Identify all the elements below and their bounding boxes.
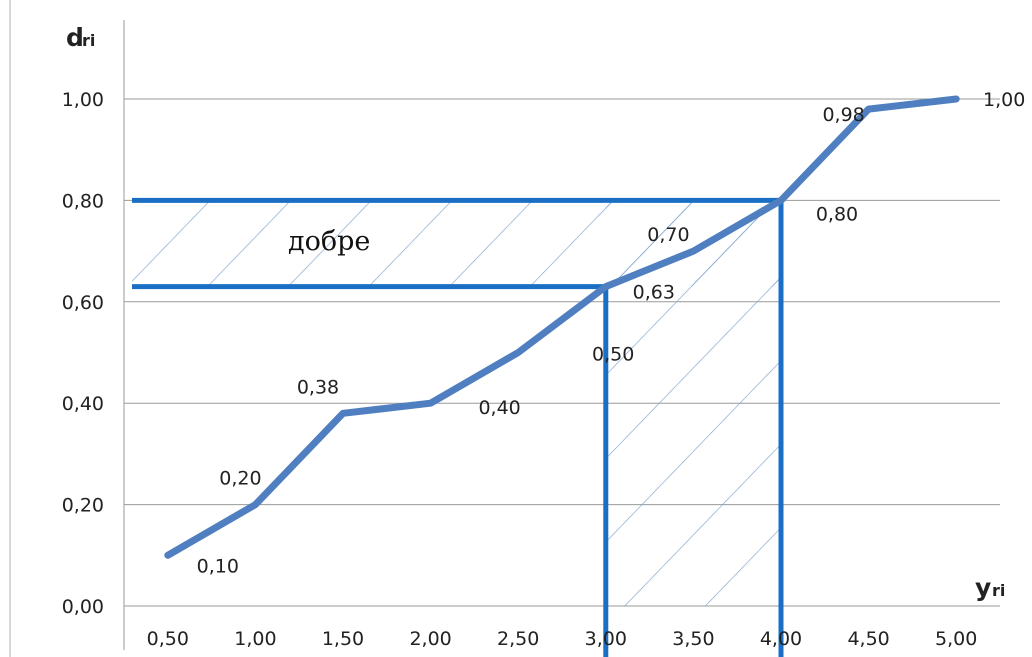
data-point-6 (690, 248, 697, 255)
series-line (164, 95, 960, 559)
y-axis-title: d (66, 23, 84, 52)
x-tick-label-7: 4,00 (760, 628, 802, 650)
data-label-5: 0,63 (633, 282, 675, 304)
x-tick-label-1: 1,00 (234, 628, 276, 650)
x-tick-label-8: 4,50 (847, 628, 889, 650)
x-axis-subscript: ri (992, 581, 1005, 600)
data-point-0 (164, 552, 171, 559)
x-tick-label-9: 5,00 (935, 628, 977, 650)
data-label-2: 0,38 (297, 376, 339, 398)
data-label-4: 0,50 (592, 344, 634, 366)
x-tick-label-6: 3,50 (672, 628, 714, 650)
tick-labels: 0,00 0,20 0,40 0,60 0,80 1,00 0,50 1,00 1,50 2,00… (62, 89, 978, 650)
data-label-3: 0,40 (478, 397, 520, 419)
data-label-9: 1,00 (983, 89, 1025, 111)
x-tick-label-5: 3,00 (585, 628, 627, 650)
data-point-2 (340, 410, 346, 417)
x-tick-label-4: 2,50 (497, 628, 539, 650)
data-labels: 0,10 0,20 0,38 0,40 0,50 0,63 0,70 0,80 0,98 1,00 (197, 89, 1026, 577)
data-point-9 (953, 96, 960, 102)
data-label-8: 0,98 (822, 104, 864, 126)
data-point-5 (602, 283, 609, 290)
y-tick-label-5: 1,00 (62, 89, 104, 111)
data-point-8 (865, 106, 872, 113)
data-point-1 (252, 501, 259, 508)
zone-boundary-lines: добре (132, 197, 784, 657)
data-point-3 (427, 400, 434, 407)
y-tick-label-1: 0,20 (62, 495, 104, 517)
x-tick-label-0: 0,50 (147, 628, 189, 650)
y-tick-label-0: 0,00 (62, 596, 104, 618)
y-tick-label-3: 0,60 (62, 292, 104, 314)
data-label-0: 0,10 (197, 555, 239, 577)
y-tick-label-2: 0,40 (62, 393, 104, 415)
hatched-zone-vertical (605, 200, 781, 606)
hatched-zones (132, 200, 781, 606)
y-axis-subscript: ri (82, 31, 95, 50)
zone-label: добре (288, 226, 370, 257)
data-label-1: 0,20 (219, 468, 261, 490)
x-tick-label-2: 1,50 (322, 628, 364, 650)
x-tick-label-3: 2,00 (409, 628, 451, 650)
y-tick-label-4: 0,80 (62, 190, 104, 212)
data-label-7: 0,80 (816, 203, 858, 225)
x-axis-title: y (975, 573, 991, 602)
data-point-4 (515, 349, 522, 356)
series-layer (164, 95, 960, 559)
data-point-7 (778, 197, 784, 204)
axes (9, 0, 1000, 657)
data-label-6: 0,70 (647, 224, 689, 246)
